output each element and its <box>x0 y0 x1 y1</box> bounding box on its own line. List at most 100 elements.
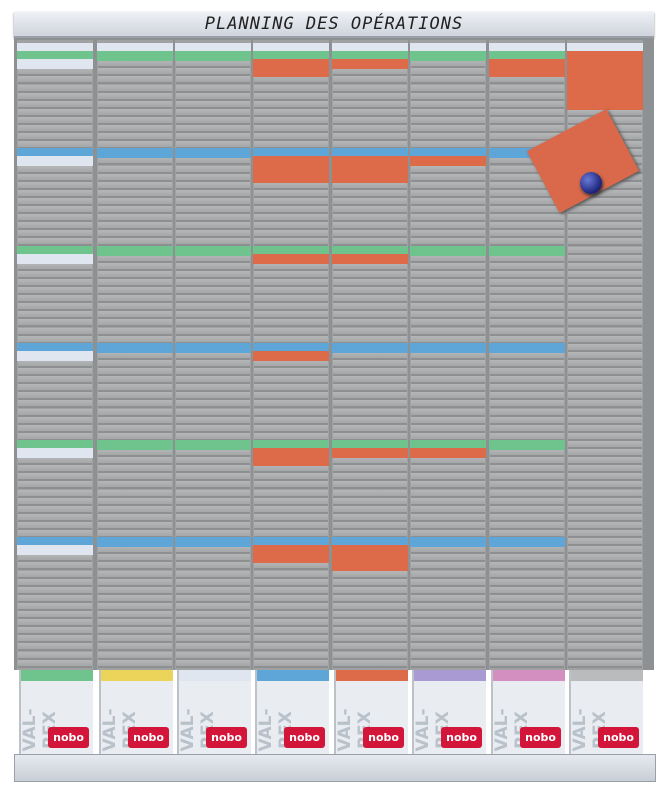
blue-t-card[interactable] <box>489 342 565 353</box>
card-slot[interactable] <box>176 60 250 69</box>
blue-t-card[interactable] <box>97 537 173 548</box>
card-slot[interactable] <box>411 562 485 571</box>
card-slot[interactable] <box>18 368 92 376</box>
green-t-card[interactable] <box>489 51 565 62</box>
card-slot[interactable] <box>176 254 250 263</box>
card-slot[interactable] <box>411 230 485 239</box>
card-slot[interactable] <box>18 287 92 295</box>
card-slot[interactable] <box>490 489 564 498</box>
card-slot[interactable] <box>333 651 407 660</box>
card-slot[interactable] <box>176 481 250 490</box>
card-slot[interactable] <box>411 465 485 474</box>
card-slot[interactable] <box>411 206 485 214</box>
card-slot[interactable] <box>98 262 172 271</box>
card-slot[interactable] <box>176 594 250 603</box>
card-slot[interactable] <box>333 125 407 133</box>
orange-t-card[interactable] <box>332 156 408 167</box>
card-slot[interactable] <box>176 432 250 441</box>
card-slot[interactable] <box>333 311 407 320</box>
card-slot[interactable] <box>98 287 172 295</box>
card-slot[interactable] <box>254 214 328 223</box>
card-slot[interactable] <box>490 497 564 506</box>
card-slot[interactable] <box>176 473 250 482</box>
magnet-icon[interactable] <box>580 172 602 194</box>
card-slot[interactable] <box>411 521 485 530</box>
card-slot[interactable] <box>18 497 92 506</box>
card-slot[interactable] <box>568 651 642 660</box>
card-slot[interactable] <box>18 311 92 320</box>
card-slot[interactable] <box>490 141 564 150</box>
card-slot[interactable] <box>490 594 564 603</box>
card-slot[interactable] <box>18 481 92 490</box>
card-slot[interactable] <box>18 376 92 385</box>
card-slot[interactable] <box>490 108 564 117</box>
card-slot[interactable] <box>98 400 172 409</box>
card-slot[interactable] <box>98 578 172 587</box>
card-slot[interactable] <box>490 465 564 474</box>
card-slot[interactable] <box>490 287 564 295</box>
card-slot[interactable] <box>490 262 564 271</box>
card-slot[interactable] <box>411 327 485 336</box>
card-slot[interactable] <box>568 521 642 530</box>
card-slot[interactable] <box>98 311 172 320</box>
card-slot[interactable] <box>411 76 485 85</box>
card-slot[interactable] <box>333 303 407 312</box>
white-t-card[interactable] <box>175 43 251 53</box>
card-slot[interactable] <box>490 384 564 393</box>
card-slot[interactable] <box>18 513 92 522</box>
card-slot[interactable] <box>176 222 250 231</box>
card-slot[interactable] <box>98 295 172 304</box>
card-slot[interactable] <box>490 651 564 660</box>
card-slot[interactable] <box>176 108 250 117</box>
card-slot[interactable] <box>568 643 642 652</box>
card-slot[interactable] <box>490 278 564 287</box>
card-slot[interactable] <box>411 619 485 628</box>
card-slot[interactable] <box>176 270 250 279</box>
card-slot[interactable] <box>568 189 642 198</box>
card-slot[interactable] <box>568 635 642 644</box>
card-slot[interactable] <box>18 197 92 206</box>
card-slot[interactable] <box>98 586 172 595</box>
card-slot[interactable] <box>18 165 92 174</box>
card-slot[interactable] <box>176 368 250 376</box>
card-slot[interactable] <box>18 594 92 603</box>
blue-t-card[interactable] <box>175 537 251 548</box>
card-slot[interactable] <box>333 465 407 474</box>
card-slot[interactable] <box>98 68 172 77</box>
card-slot[interactable] <box>254 489 328 498</box>
card-slot[interactable] <box>333 602 407 611</box>
card-slot[interactable] <box>254 521 328 530</box>
card-slot[interactable] <box>98 408 172 417</box>
card-slot[interactable] <box>18 473 92 482</box>
orange-t-card[interactable] <box>253 59 329 70</box>
card-slot[interactable] <box>333 521 407 530</box>
card-slot[interactable] <box>176 262 250 271</box>
card-slot[interactable] <box>98 562 172 571</box>
card-slot[interactable] <box>98 465 172 474</box>
green-t-card[interactable] <box>17 439 93 450</box>
card-slot[interactable] <box>490 206 564 214</box>
green-t-card[interactable] <box>97 245 173 256</box>
orange-t-card[interactable] <box>332 553 408 564</box>
card-slot[interactable] <box>98 359 172 368</box>
card-holder[interactable]: VAL-REXnobo <box>334 670 408 754</box>
card-slot[interactable] <box>98 489 172 498</box>
card-slot[interactable] <box>490 521 564 530</box>
card-slot[interactable] <box>490 238 564 247</box>
card-slot[interactable] <box>176 530 250 538</box>
card-slot[interactable] <box>18 319 92 328</box>
card-slot[interactable] <box>411 368 485 376</box>
card-slot[interactable] <box>568 586 642 595</box>
card-slot[interactable] <box>490 197 564 206</box>
card-slot[interactable] <box>568 222 642 231</box>
blue-t-card[interactable] <box>253 342 329 353</box>
card-slot[interactable] <box>254 513 328 522</box>
card-slot[interactable] <box>490 84 564 93</box>
card-slot[interactable] <box>176 562 250 571</box>
card-slot[interactable] <box>176 635 250 644</box>
card-slot[interactable] <box>333 611 407 619</box>
card-slot[interactable] <box>98 230 172 239</box>
card-slot[interactable] <box>490 214 564 223</box>
card-slot[interactable] <box>176 76 250 85</box>
card-slot[interactable] <box>490 230 564 239</box>
